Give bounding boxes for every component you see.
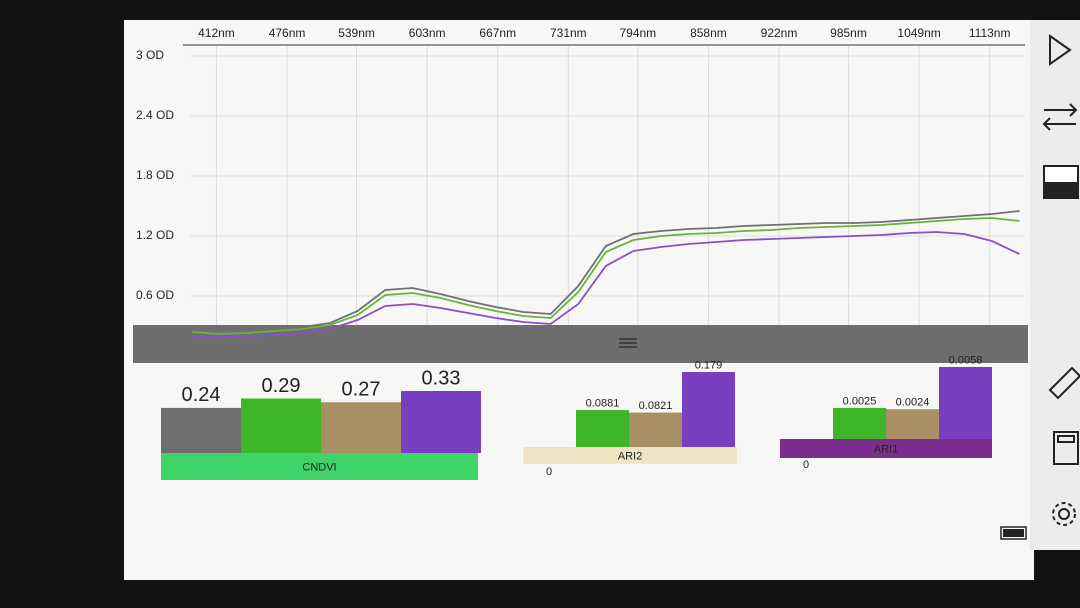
index-name: ARI2 (618, 450, 642, 462)
bar-value-label: 0.0881 (586, 397, 620, 409)
bar (833, 407, 886, 439)
bar-value-label: 0.0058 (949, 354, 983, 366)
bar-value-label: 0.33 (422, 367, 461, 389)
y-tick-label: 1.8 OD (136, 168, 174, 182)
bar-value-label: 0.179 (695, 359, 723, 371)
x-tick-label: 922nm (761, 26, 798, 40)
bar (682, 372, 735, 447)
index-band (523, 447, 737, 464)
battery (1000, 526, 1027, 540)
display-mode-button[interactable] (1043, 165, 1079, 199)
bar (241, 398, 321, 453)
spectrum-line (192, 217, 1020, 335)
settings-button-core (1058, 508, 1070, 520)
swap-button[interactable] (1042, 103, 1078, 131)
index-band (780, 439, 992, 458)
divider-handle (619, 338, 637, 348)
x-tick-label: 412nm (198, 26, 235, 40)
bar-value-label: 0.27 (342, 379, 381, 401)
bar (629, 412, 682, 447)
index-band (161, 453, 478, 480)
x-tick-label: 539nm (338, 26, 375, 40)
bar-value-label: 0.0025 (843, 395, 877, 407)
y-tick-label: 1.2 OD (136, 228, 174, 242)
y-tick-label: 2.4 OD (136, 108, 174, 122)
settings-button[interactable] (1052, 502, 1076, 526)
x-tick-label: 794nm (619, 26, 656, 40)
x-tick-label: 1049nm (897, 26, 940, 40)
bar (886, 409, 939, 439)
spectrum-line (192, 231, 1020, 338)
bar (576, 410, 629, 447)
y-tick-label: 3 OD (136, 48, 164, 62)
index-name: CNDVI (302, 461, 336, 473)
play-button[interactable] (1049, 34, 1072, 66)
display (124, 20, 1034, 580)
bar-value-label: 0.29 (262, 375, 301, 397)
sidebar (1030, 20, 1080, 550)
index-name: ARI1 (874, 443, 898, 455)
bar-value-label: 0.24 (182, 384, 221, 406)
x-tick-label: 985nm (830, 26, 867, 40)
bar (939, 367, 992, 439)
spectrum-line (192, 210, 1020, 333)
x-tick-label: 603nm (409, 26, 446, 40)
x-tick-label: 1113nm (969, 26, 1011, 40)
x-tick-label: 858nm (690, 26, 727, 40)
x-tick-label: 731nm (550, 26, 587, 40)
zero-label: 0 (546, 466, 552, 478)
x-tick-label: 476nm (269, 26, 306, 40)
x-tick-label: 667nm (479, 26, 516, 40)
calculator-button[interactable] (1053, 431, 1079, 465)
bar-value-label: 0.0821 (639, 400, 673, 412)
bar (321, 402, 401, 453)
bar (401, 391, 481, 453)
bar (161, 407, 241, 453)
ruler-button[interactable] (1048, 366, 1080, 400)
zero-label: 0 (803, 459, 809, 471)
y-tick-label: 0.6 OD (136, 288, 174, 302)
bar-value-label: 0.0024 (896, 397, 930, 409)
